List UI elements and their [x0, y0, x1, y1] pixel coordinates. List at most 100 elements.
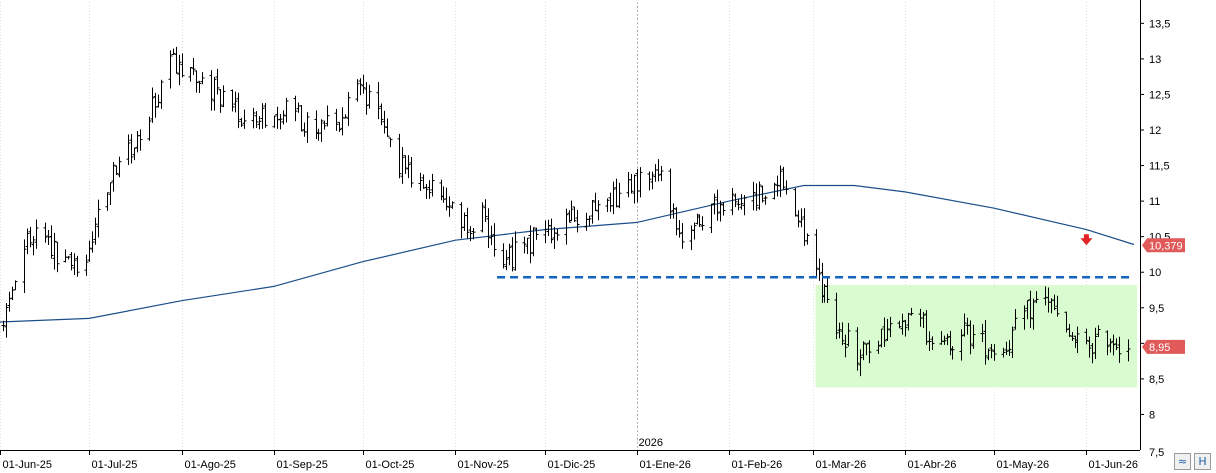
ohlc-bar-267: [1111, 334, 1116, 356]
ohlc-bar-43: [177, 54, 182, 86]
ohlc-bar-103: [427, 180, 432, 199]
ohlc-bar-67: [278, 114, 283, 130]
ohlc-bar-178: [739, 194, 744, 210]
ohlc-bar-244: [1013, 308, 1018, 330]
axes: [0, 0, 1141, 451]
ohlc-bar-269: [1117, 336, 1122, 363]
ohlc-bar-261: [1087, 336, 1092, 358]
ohlc-bar-236: [983, 320, 988, 365]
ohlc-bar-138: [572, 206, 577, 223]
ohlc-bar-97: [403, 155, 408, 174]
ohlc-bar-51: [212, 76, 217, 111]
ohlc-bar-39: [159, 79, 164, 109]
ohlc-bar-78: [322, 120, 327, 130]
ohlc-bar-149: [617, 182, 622, 209]
ohlc-bar-221: [921, 311, 926, 328]
ohlc-bar-254: [1055, 295, 1060, 317]
x-tick-label-6: 01-Dic-25: [548, 459, 596, 471]
ohlc-bar-20: [84, 254, 89, 276]
y-tick-label-6: 11: [1149, 196, 1160, 208]
ohlc-bar-123: [510, 237, 515, 272]
ohlc-bar-90: [376, 82, 381, 120]
ohlc-bar-188: [781, 166, 786, 190]
ohlc-bar-42: [174, 46, 179, 74]
ohlc-bar-32: [132, 147, 137, 161]
ohlc-bar-243: [1010, 326, 1015, 358]
ohlc-bar-118: [489, 225, 494, 246]
ohlc-bar-268: [1114, 338, 1119, 351]
ohlc-bar-83: [343, 114, 348, 119]
ohlc-bar-241: [1004, 341, 1009, 355]
ohlc-bar-21: [87, 240, 92, 262]
ohlc-bar-164: [680, 223, 685, 249]
ohlc-bar-2: [7, 291, 12, 312]
ohlc-bar-64: [263, 103, 268, 128]
ohlc-bar-190: [793, 188, 798, 217]
ohlc-bar-23: [93, 217, 98, 245]
ohlc-bar-135: [564, 208, 569, 245]
y-tick-label-partial: 7,5: [1149, 447, 1164, 459]
zoom-fit-button[interactable]: ≈: [1174, 453, 1191, 470]
ohlc-bar-128: [531, 227, 536, 257]
ohlc-bar-152: [632, 174, 637, 204]
ohlc-bar-148: [614, 178, 619, 208]
ohlc-bar-18: [72, 253, 77, 276]
ohlc-bar-38: [156, 94, 161, 108]
price-tag-shape: [1142, 238, 1185, 253]
ohlc-bar-247: [1028, 290, 1033, 328]
ohlc-bar-217: [903, 319, 908, 337]
ohlc-bar-235: [980, 323, 985, 343]
ohlc-bar-94: [388, 137, 393, 148]
ohlc-bar-107: [444, 187, 449, 211]
ohlc-bar-192: [799, 208, 804, 228]
ohlc-bar-134: [555, 229, 560, 241]
ohlc-bar-108: [447, 196, 452, 217]
ohlc-bar-48: [197, 80, 202, 93]
ohlc-bar-242: [1007, 340, 1012, 356]
ohlc-bar-257: [1070, 332, 1075, 342]
ohlc-bar-96: [400, 147, 405, 184]
ohlc-bar-100: [418, 172, 423, 192]
ohlc-bar-202: [840, 322, 845, 346]
ohlc-bar-183: [760, 185, 765, 203]
ohlc-bar-81: [337, 121, 342, 132]
ohlc-bar-196: [817, 258, 822, 281]
ohlc-bar-132: [549, 218, 554, 244]
ohlc-bar-68: [281, 110, 286, 125]
ohlc-bar-137: [569, 200, 574, 221]
ohlc-bar-153: [635, 168, 640, 203]
ohlc-bar-91: [379, 103, 384, 126]
ohlc-bar-215: [897, 320, 902, 329]
ohlc-bar-0: [1, 320, 6, 332]
ohlc-bar-208: [864, 343, 869, 356]
ohlc-bar-167: [695, 213, 700, 225]
ohlc-bar-79: [325, 105, 330, 127]
ohlc-bar-19: [75, 255, 80, 277]
ohlc-bar-230: [959, 329, 964, 361]
ohlc-bar-77: [319, 119, 324, 142]
save-button[interactable]: H: [1194, 453, 1211, 470]
ohlc-bar-207: [861, 341, 866, 361]
ohlc-bar-195: [814, 229, 819, 278]
ohlc-bar-87: [361, 74, 366, 94]
ohlc-bar-73: [302, 122, 307, 137]
ohlc-bar-5: [22, 239, 27, 294]
ohlc-bar-156: [650, 171, 655, 190]
ohlc-bar-186: [775, 175, 780, 197]
ohlc-bar-227: [945, 333, 950, 346]
ohlc-bar-199: [825, 278, 830, 304]
ohlc-bar-165: [689, 225, 694, 251]
ohlc-bar-209: [867, 340, 872, 364]
ohlc-bar-229: [950, 346, 955, 360]
y-tick-label-3: 9,5: [1149, 303, 1164, 315]
ohlc-bar-189: [784, 180, 789, 195]
ohlc-bar-57: [236, 92, 241, 129]
ohlc-bar-264: [1096, 325, 1101, 338]
ohlc-bar-65: [272, 115, 277, 128]
ohlc-bar-182: [757, 181, 762, 210]
ohlc-bar-16: [66, 255, 71, 260]
ohlc-bar-126: [525, 237, 530, 255]
ohlc-bar-212: [882, 317, 887, 348]
ohlc-bar-9: [34, 219, 39, 249]
